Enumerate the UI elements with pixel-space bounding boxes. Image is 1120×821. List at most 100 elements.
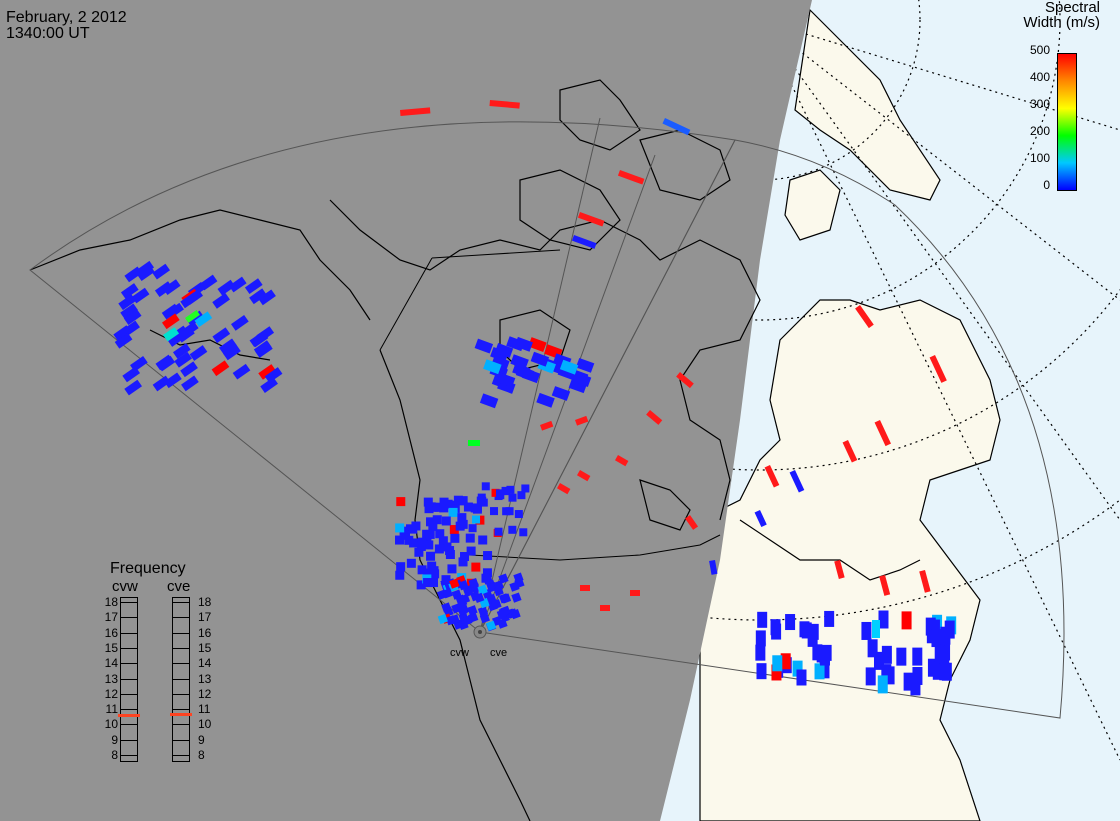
colorbar-tick: 200 <box>1029 124 1050 138</box>
scatter-cell <box>496 609 508 620</box>
frequency-gridline <box>172 663 190 665</box>
scatter-cell <box>483 359 502 375</box>
scatter-cell <box>423 497 433 507</box>
scatter-cell <box>709 559 718 575</box>
scatter-cell <box>264 367 283 383</box>
scatter-cell <box>211 360 230 377</box>
frequency-tick-left: 10 <box>104 717 118 732</box>
scatter-cell <box>600 605 610 611</box>
scatter-cell <box>417 565 427 575</box>
frequency-tick-right: 15 <box>198 640 212 655</box>
frequency-marker-cve <box>170 712 192 716</box>
scatter-cell <box>438 536 448 546</box>
scatter-cell <box>812 644 823 661</box>
colorbar-title: Spectral Width (m/s) <box>1023 0 1100 30</box>
scatter-cell <box>258 364 276 380</box>
frequency-gridline <box>120 739 138 741</box>
scatter-cell <box>571 235 597 249</box>
scatter-cell <box>808 623 819 640</box>
scatter-cell <box>568 378 588 394</box>
scatter-cell <box>131 287 150 304</box>
frequency-bar-cve <box>172 597 190 762</box>
scatter-cell <box>789 470 805 493</box>
scatter-cell <box>528 337 547 352</box>
scatter-cell <box>508 525 517 534</box>
frequency-tick-right: 9 <box>198 732 205 747</box>
scatter-cell <box>170 325 189 342</box>
scatter-cell <box>482 568 492 578</box>
scatter-cell <box>212 292 230 309</box>
frequency-gridline <box>120 755 138 756</box>
scatter-cell <box>428 521 438 531</box>
scatter-cell <box>479 393 499 409</box>
frequency-tick-left: 16 <box>104 625 118 640</box>
borders <box>379 249 721 561</box>
scatter-cell <box>496 489 505 498</box>
frequency-gridline <box>120 647 138 649</box>
scatter-cell <box>873 651 884 670</box>
scatter-cell <box>401 530 411 540</box>
scatter-cell <box>855 304 874 329</box>
scatter-cell <box>824 610 835 627</box>
frequency-tick-right: 14 <box>198 656 212 671</box>
scatter-cell <box>834 560 845 579</box>
scatter-cell <box>449 614 460 625</box>
scatter-cell <box>400 107 431 116</box>
scatter-cell <box>120 283 139 299</box>
colorbar-tick: 400 <box>1029 70 1050 84</box>
scatter-cell <box>756 663 767 680</box>
scatter-cell <box>114 332 133 349</box>
scatter-cell <box>174 351 192 368</box>
scatter-cell <box>801 622 812 639</box>
scatter-cell <box>123 309 142 325</box>
frequency-gridline <box>172 693 190 695</box>
scatter-cell <box>124 379 143 396</box>
scatter-cell <box>477 606 489 617</box>
frequency-tick-left: 18 <box>104 595 118 609</box>
scatter-cell <box>912 666 923 685</box>
scatter-cell <box>217 279 236 296</box>
scatter-cell <box>572 372 592 388</box>
scatter-cell <box>514 336 533 352</box>
scatter-cell <box>404 535 414 545</box>
scatter-cell <box>932 661 943 680</box>
frequency-gridline <box>120 709 138 711</box>
frequency-tick-right: 12 <box>198 686 212 701</box>
scatter-cell <box>424 540 434 550</box>
scatter-cell <box>409 538 419 548</box>
scatter-cell <box>395 523 405 533</box>
scatter-cell <box>872 620 880 638</box>
scatter-cell <box>785 614 796 631</box>
scatter-cell <box>441 602 452 613</box>
frequency-radar-cve: cve <box>167 578 191 595</box>
scatter-cell <box>474 338 494 354</box>
scatter-cell <box>260 377 278 393</box>
scatter-cell <box>676 372 694 389</box>
scatter-cell <box>232 363 251 380</box>
frequency-tick-right: 13 <box>198 671 212 686</box>
scatter-cell <box>463 502 473 512</box>
scatter-cell <box>877 675 888 694</box>
scatter-cell <box>896 647 907 666</box>
scatter-cell <box>458 496 468 506</box>
scatter-cell <box>630 590 640 596</box>
scatter-cell <box>580 585 590 591</box>
scatter-cell <box>423 578 433 588</box>
scatter-cell <box>120 303 138 320</box>
scatter-cell <box>113 325 132 342</box>
scatter-cell <box>432 515 442 525</box>
scatter-cell <box>249 288 267 305</box>
scatter-cell <box>396 562 406 572</box>
scatter-cell <box>465 533 475 543</box>
scatter-cell <box>118 294 137 311</box>
scatter-cell <box>424 504 434 514</box>
frequency-gridline <box>172 678 190 680</box>
scatter-cell <box>617 169 645 185</box>
frequency-tick-left: 12 <box>104 686 118 701</box>
scatter-cell <box>615 455 629 467</box>
scatter-cell <box>519 528 528 537</box>
frequency-tick-right: 16 <box>198 625 212 640</box>
scatter-cell <box>163 326 180 342</box>
scatter-cell <box>814 663 825 680</box>
scatter-cell <box>506 485 515 494</box>
